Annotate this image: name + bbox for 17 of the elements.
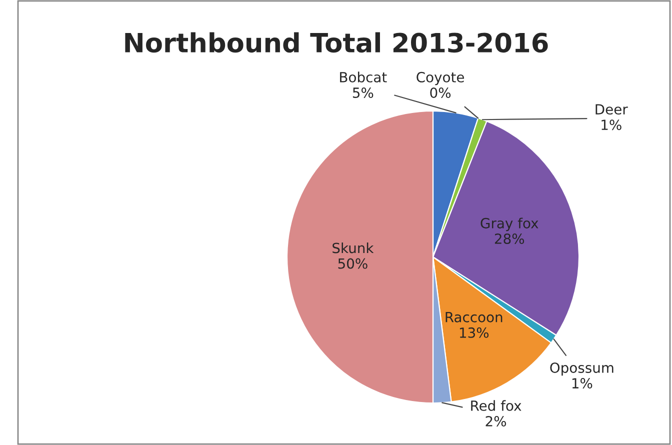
chart-title: Northbound Total 2013-2016	[125, 32, 548, 53]
data-label: 1%	[602, 120, 622, 130]
data-label: 2%	[486, 416, 506, 426]
slice-label: Deer	[596, 104, 628, 115]
slice-label: Red fox	[471, 400, 522, 411]
text: 0%	[430, 87, 451, 98]
slice-label: Opossum	[550, 362, 614, 376]
data-label: 50%	[338, 258, 368, 269]
slice-label: Bobcat	[340, 72, 387, 82]
slice-label: Gray fox	[480, 218, 538, 232]
slice-label: Raccoon	[446, 312, 502, 322]
slice-label: Skunk	[332, 242, 374, 254]
data-label: 28%	[494, 233, 524, 244]
data-label: 5%	[352, 87, 374, 98]
category-label: Coyote	[416, 72, 464, 86]
data-label: 13%	[460, 327, 489, 338]
data-label: 1%	[572, 378, 592, 389]
